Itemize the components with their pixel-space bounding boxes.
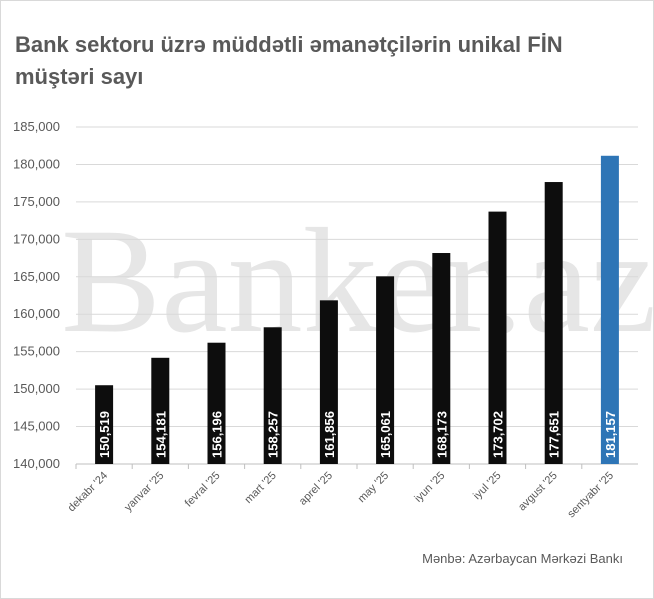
y-tick-label: 170,000: [13, 231, 60, 246]
chart-title: Bank sektoru üzrə müddətli əmanətçilərin…: [15, 32, 563, 89]
x-tick-label: iyun '25: [412, 470, 447, 505]
x-tick-label: avgust '25: [516, 470, 560, 514]
bar: [488, 211, 507, 464]
data-label: 161,856: [322, 411, 337, 458]
data-label: 165,061: [378, 411, 393, 458]
bar: [207, 342, 226, 464]
source-note: Mənbə: Azərbaycan Mərkəzi Bankı: [422, 551, 623, 566]
y-tick-label: 155,000: [13, 344, 60, 359]
bar: [544, 182, 563, 465]
x-tick-label: fevral '25: [183, 470, 223, 510]
data-label: 173,702: [491, 411, 506, 458]
watermark: Banker.az: [61, 198, 654, 364]
data-label: 158,257: [266, 411, 281, 458]
x-tick-label: sentyabr '25: [565, 470, 616, 521]
bar: [376, 276, 395, 464]
bar: [319, 300, 338, 464]
y-tick-label: 145,000: [13, 419, 60, 434]
y-tick-label: 150,000: [13, 381, 60, 396]
data-label: 150,519: [97, 411, 112, 458]
y-tick-label: 175,000: [13, 194, 60, 209]
y-tick-label: 180,000: [13, 156, 60, 171]
data-label: 177,651: [547, 411, 562, 458]
bar: [432, 253, 451, 464]
y-tick-label: 185,000: [13, 119, 60, 134]
data-label: 156,196: [210, 411, 225, 458]
x-tick-label: mart '25: [242, 470, 278, 506]
y-tick-label: 140,000: [13, 456, 60, 471]
y-tick-label: 165,000: [13, 269, 60, 284]
x-tick-label: aprel '25: [297, 470, 335, 508]
x-tick-label: may '25: [356, 470, 391, 505]
x-tick-label: dekabr '24: [66, 470, 111, 515]
bar: [600, 155, 619, 465]
data-label: 154,181: [153, 411, 168, 458]
y-tick-label: 160,000: [13, 306, 60, 321]
data-label: 168,173: [434, 411, 449, 458]
x-tick-label: iyul '25: [471, 470, 503, 502]
bar: [263, 327, 282, 464]
bar: [95, 385, 114, 464]
bar: [151, 357, 170, 464]
data-label: 181,157: [603, 411, 618, 458]
x-tick-label: yanvar '25: [122, 470, 166, 514]
